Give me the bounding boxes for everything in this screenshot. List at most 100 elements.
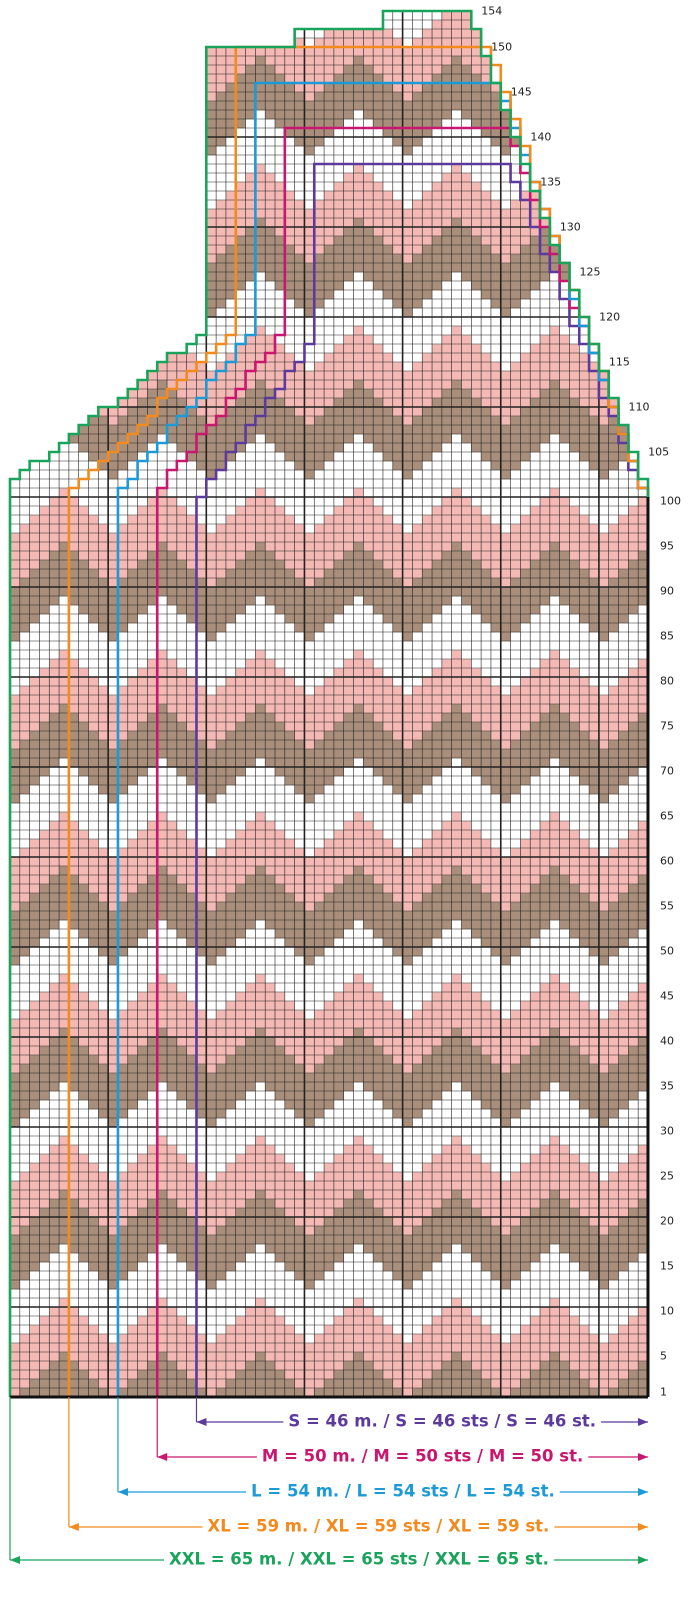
stitch-run	[98, 893, 129, 903]
stitch-run	[275, 1253, 345, 1263]
stitch-run	[353, 812, 364, 822]
stitch-run	[10, 1334, 21, 1344]
stitch-run	[157, 596, 168, 606]
stitch-run	[314, 956, 403, 966]
stitch-run	[510, 848, 600, 858]
stitch-run	[569, 605, 639, 615]
stitch-run	[235, 1046, 286, 1056]
stitch-run	[382, 722, 433, 732]
stitch-run	[540, 659, 570, 669]
stitch-run	[186, 668, 237, 678]
stitch-run	[235, 560, 286, 570]
stitch-run	[373, 1199, 443, 1209]
stitch-run	[10, 1118, 21, 1128]
stitch-run	[59, 650, 70, 660]
stitch-run	[490, 1325, 521, 1335]
stitch-run	[432, 938, 482, 948]
stitch-run	[196, 677, 227, 687]
stitch-run	[579, 668, 629, 678]
stitch-run	[304, 1172, 315, 1182]
stitch-run	[412, 578, 502, 588]
stitch-run	[117, 1172, 207, 1182]
stitch-run	[157, 758, 168, 768]
stitch-run	[432, 722, 482, 732]
stitch-run	[157, 1136, 168, 1146]
stitch-run	[49, 551, 80, 561]
stitch-run	[324, 677, 394, 687]
stitch-run	[245, 335, 276, 345]
stitch-run	[382, 668, 433, 678]
stitch-run	[618, 893, 649, 903]
stitch-run	[235, 74, 286, 84]
stitch-run	[441, 65, 472, 75]
stitch-run	[49, 497, 80, 507]
stitch-run	[461, 974, 551, 984]
stitch-run	[540, 335, 570, 345]
stitch-run	[127, 947, 197, 957]
stitch-run	[59, 1352, 70, 1362]
stitch-run	[284, 290, 335, 300]
stitch-run	[216, 578, 305, 588]
stitch-run	[88, 1316, 138, 1326]
stitch-run	[157, 812, 168, 822]
stitch-run	[343, 929, 374, 939]
stitch-run	[29, 623, 99, 633]
stitch-run	[333, 236, 384, 246]
stitch-run	[186, 884, 237, 894]
stitch-run	[157, 704, 168, 714]
stitch-run	[29, 515, 99, 525]
stitch-run	[500, 308, 511, 318]
stitch-run	[10, 776, 40, 786]
stitch-run	[78, 1199, 148, 1209]
stitch-run	[382, 1316, 433, 1326]
stitch-run	[520, 1109, 590, 1119]
stitch-run	[540, 1199, 570, 1209]
stitch-run	[402, 1280, 413, 1290]
stitch-run	[422, 245, 492, 255]
stitch-run	[461, 1028, 551, 1038]
stitch-run	[481, 614, 531, 624]
stitch-run	[471, 767, 541, 777]
stitch-run	[117, 686, 207, 696]
stitch-run	[206, 1226, 217, 1236]
stitch-run	[422, 191, 492, 201]
stitch-run	[225, 353, 295, 363]
stitch-run	[549, 1082, 560, 1092]
stitch-run	[373, 551, 443, 561]
stitch-run	[530, 830, 580, 840]
stitch-run	[275, 497, 345, 507]
stitch-run	[117, 1388, 207, 1398]
stitch-run	[402, 740, 413, 750]
stitch-run	[471, 983, 541, 993]
stitch-run	[304, 686, 315, 696]
arrow-head	[637, 1418, 648, 1426]
size-label: XL = 59 m. / XL = 59 sts / XL = 59 st.	[208, 1517, 550, 1536]
stitch-run	[304, 632, 315, 642]
stitch-run	[432, 884, 482, 894]
stitch-run	[392, 1271, 423, 1281]
stitch-run	[216, 1280, 305, 1290]
stitch-run	[39, 830, 89, 840]
stitch-run	[225, 1325, 295, 1335]
stitch-run	[451, 434, 462, 444]
stitch-run	[530, 1262, 580, 1272]
stitch-run	[10, 1244, 60, 1254]
stitch-run	[343, 443, 374, 453]
stitch-run	[186, 722, 237, 732]
stitch-run	[510, 686, 600, 696]
stitch-run	[461, 488, 551, 498]
stitch-run	[324, 893, 394, 903]
stitch-run	[186, 506, 237, 516]
stitch-run	[402, 1226, 413, 1236]
stitch-run	[382, 830, 433, 840]
stitch-run	[245, 389, 276, 399]
stitch-run	[225, 785, 295, 795]
stitch-run	[19, 1172, 109, 1182]
stitch-run	[402, 578, 413, 588]
stitch-run	[382, 290, 433, 300]
stitch-run	[540, 605, 570, 615]
stitch-run	[59, 866, 70, 876]
stitch-run	[127, 1271, 197, 1281]
stitch-run	[324, 353, 394, 363]
